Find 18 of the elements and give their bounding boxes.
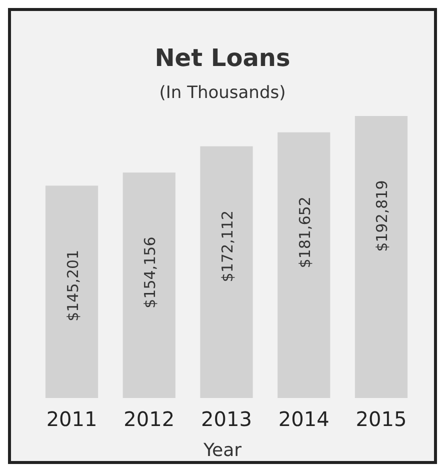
x-tick-label: 2015 [356,407,407,431]
bar [122,172,176,398]
x-tick-label: 2011 [46,407,98,431]
x-tick-label: 2013 [201,407,252,431]
x-tick-label: 2014 [278,407,330,431]
data-label: $192,819 [373,180,392,252]
x-tick-label: 2012 [124,407,175,431]
data-label: $154,156 [141,236,160,308]
bar [278,132,330,398]
data-label: $172,112 [218,210,236,282]
data-label: $181,652 [296,196,314,268]
bar [200,146,253,398]
data-label: $145,201 [64,250,82,322]
chart-subtitle: (In Thousands) [159,83,286,103]
bar [354,116,408,398]
bar [45,186,98,398]
chart-title: Net Loans [154,44,290,72]
x-axis-title: Year [202,440,242,461]
